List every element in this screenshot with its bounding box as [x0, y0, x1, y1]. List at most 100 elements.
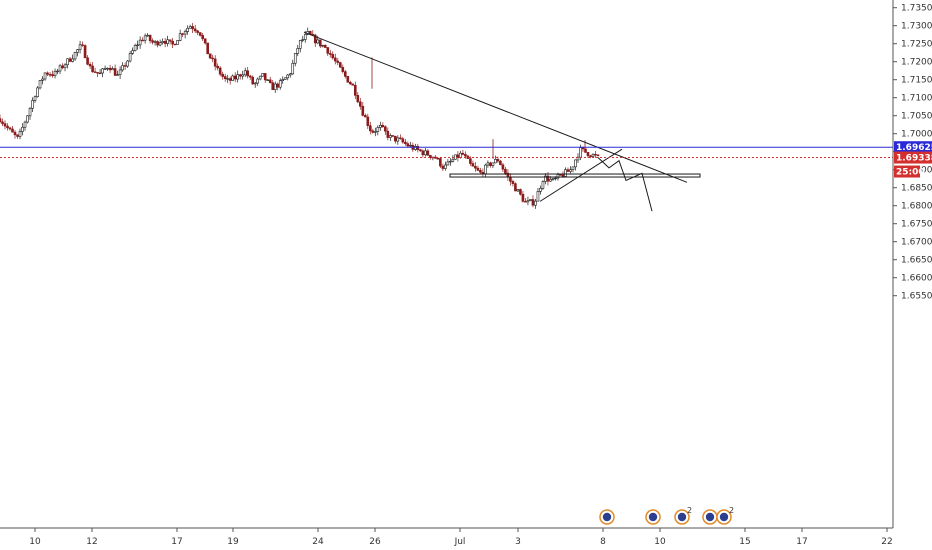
y-tick-label[interactable]: 1.66500	[901, 256, 932, 266]
y-tick-label[interactable]: 1.66000	[901, 274, 932, 284]
price-tag-label: 25:00	[896, 168, 925, 178]
candle-body	[414, 146, 417, 150]
candle-body	[181, 33, 184, 35]
candle-body	[73, 52, 77, 60]
candle-body	[108, 67, 112, 71]
y-tick-label[interactable]: 1.72500	[901, 40, 932, 50]
candle-body	[233, 75, 237, 80]
candle-body	[501, 164, 505, 170]
candle-body	[123, 65, 127, 67]
y-tick-label[interactable]: 1.65500	[901, 292, 932, 302]
candle-body	[536, 191, 540, 202]
candle-body	[236, 74, 239, 80]
candle-body	[341, 67, 345, 72]
x-tick-label[interactable]: 10	[654, 537, 666, 547]
downtrend-line[interactable]	[303, 31, 688, 183]
candle-body	[346, 76, 350, 83]
x-tick-label[interactable]: 3	[515, 537, 521, 547]
candle-body	[489, 162, 492, 166]
candle-body	[579, 147, 582, 158]
candle-body	[389, 135, 392, 138]
candle-body	[138, 39, 142, 46]
x-tick-label[interactable]: Jul	[454, 537, 466, 547]
event-flag-dot	[677, 512, 687, 522]
candle-body	[278, 80, 282, 88]
x-tick-label[interactable]: 17	[796, 537, 807, 547]
horizontal-levels[interactable]	[0, 146, 893, 159]
candle-body	[521, 193, 525, 202]
y-tick-label[interactable]: 1.71000	[901, 94, 932, 104]
candle-body	[514, 183, 517, 192]
y-tick-label[interactable]: 1.73000	[901, 22, 932, 32]
candle-body	[574, 159, 577, 168]
x-tick-label[interactable]: 24	[312, 537, 324, 547]
candle-body	[288, 73, 292, 76]
candle-body	[381, 124, 385, 128]
candle-body	[0, 118, 2, 123]
x-tick-label[interactable]: 17	[171, 537, 182, 547]
candle-body	[206, 42, 209, 55]
candle-body	[1, 121, 4, 124]
time-axis-labels[interactable]: 10 12 17 19 24 26 Jul 3 8 10 15 17 22	[29, 528, 893, 547]
candle-body	[146, 34, 149, 37]
y-tick-label[interactable]: 1.71500	[901, 76, 932, 86]
candle-body	[156, 41, 159, 46]
candle-body	[424, 150, 427, 156]
x-tick-label[interactable]: 22	[881, 537, 892, 547]
candle-body	[141, 39, 144, 42]
candle-body	[183, 31, 187, 35]
candle-body	[213, 58, 217, 67]
candle-body	[63, 64, 67, 69]
x-tick-label[interactable]: 26	[369, 537, 381, 547]
x-tick-label[interactable]: 12	[86, 537, 97, 547]
y-tick-label[interactable]: 1.67000	[901, 238, 932, 248]
candle-body	[268, 79, 272, 84]
trend-drawings[interactable]	[303, 31, 701, 212]
candle-body	[379, 124, 382, 128]
candle-body	[136, 44, 139, 46]
candle-body	[499, 160, 502, 166]
candle-body	[48, 74, 52, 76]
x-tick-label[interactable]: 10	[29, 537, 41, 547]
projection-path[interactable]	[597, 157, 653, 212]
candle-body	[258, 75, 262, 80]
y-tick-label[interactable]: 1.68500	[901, 184, 932, 194]
x-tick-label[interactable]: 19	[227, 537, 239, 547]
candle-body	[399, 137, 402, 140]
candle-body	[163, 41, 167, 44]
support-zone[interactable]	[449, 173, 701, 178]
candle-body	[391, 135, 395, 137]
candle-body	[511, 181, 515, 184]
y-tick-label[interactable]: 1.72000	[901, 58, 932, 68]
x-tick-label[interactable]: 15	[739, 537, 750, 547]
candle-body	[426, 150, 430, 156]
candle-body	[416, 146, 420, 150]
candle-body	[469, 158, 472, 164]
candle-body	[316, 39, 320, 44]
candle-body	[409, 144, 412, 147]
candle-body	[581, 147, 585, 150]
price-tag-label: 1.69338	[896, 154, 932, 164]
y-tick-label[interactable]: 1.73500	[901, 4, 932, 14]
candle-body	[261, 73, 265, 77]
x-tick-label[interactable]: 8	[600, 537, 606, 547]
candle-body	[436, 157, 440, 160]
candle-body	[446, 161, 450, 166]
y-tick-label[interactable]: 1.67500	[901, 220, 932, 230]
candle-body	[461, 152, 465, 155]
y-tick-label[interactable]: 1.68000	[901, 202, 932, 212]
candle-body	[238, 74, 242, 77]
candle-body	[161, 41, 164, 44]
candle-body	[486, 162, 490, 166]
candle-body	[208, 53, 212, 59]
candle-body	[359, 101, 362, 107]
candle-body	[323, 45, 327, 48]
y-tick-label[interactable]: 1.70500	[901, 112, 932, 122]
candle-body	[26, 115, 29, 123]
candle-body	[83, 45, 87, 59]
candle-body	[173, 43, 177, 46]
y-tick-label[interactable]: 1.70000	[901, 130, 932, 140]
candle-body	[198, 32, 202, 36]
